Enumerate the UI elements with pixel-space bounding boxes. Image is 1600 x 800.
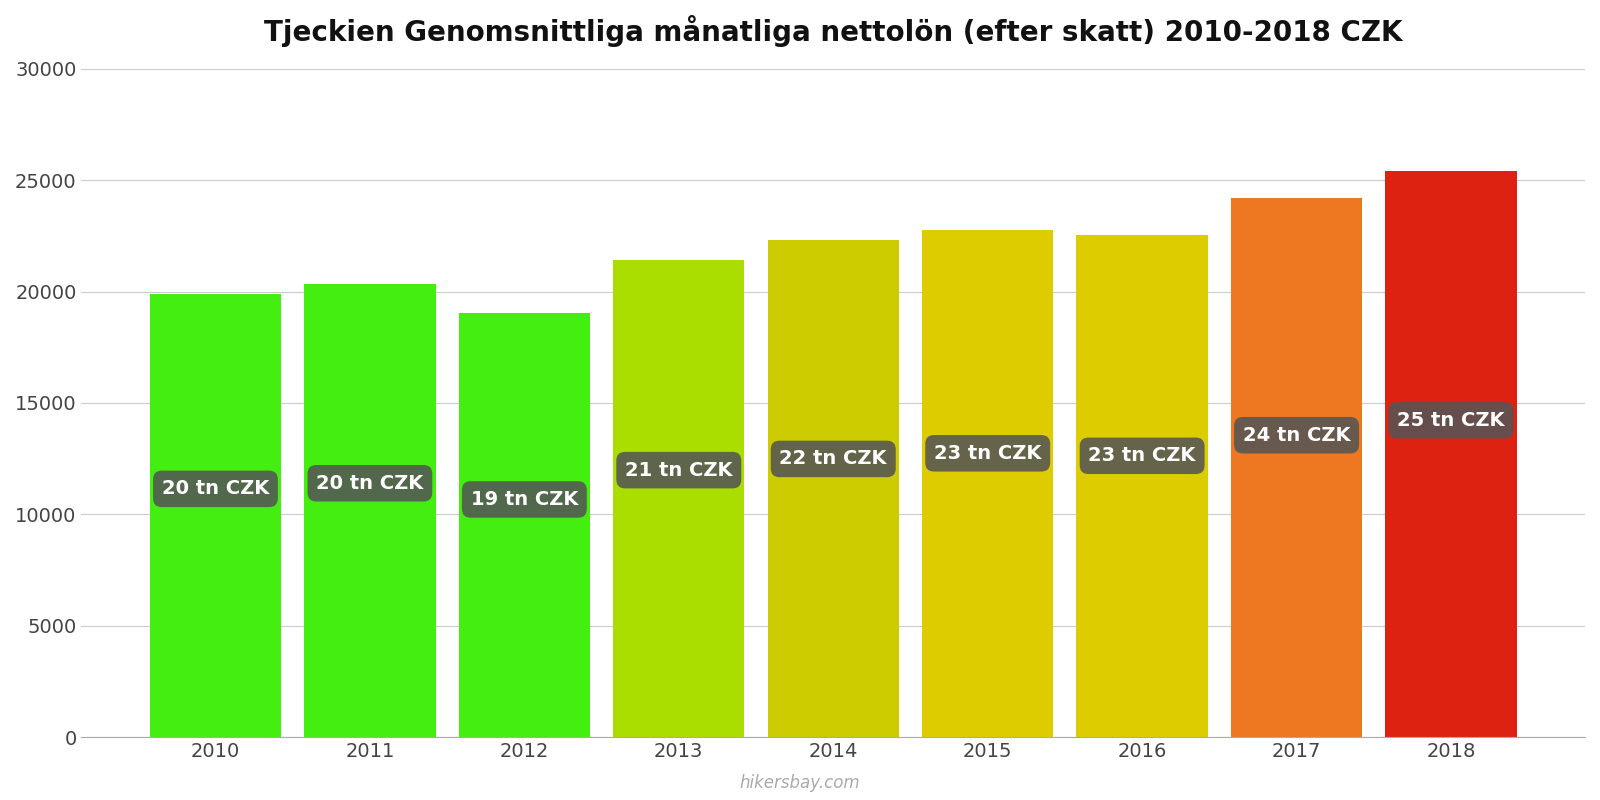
Text: 22 tn CZK: 22 tn CZK <box>779 450 886 469</box>
Bar <box>150 294 282 737</box>
Text: 23 tn CZK: 23 tn CZK <box>1088 446 1195 466</box>
Bar <box>459 313 590 737</box>
Bar <box>1386 171 1517 737</box>
Bar <box>613 260 744 737</box>
Text: 23 tn CZK: 23 tn CZK <box>934 444 1042 463</box>
Text: 20 tn CZK: 20 tn CZK <box>317 474 424 493</box>
Bar <box>768 240 899 737</box>
Text: 25 tn CZK: 25 tn CZK <box>1397 410 1504 430</box>
Text: hikersbay.com: hikersbay.com <box>739 774 861 792</box>
Text: 19 tn CZK: 19 tn CZK <box>470 490 578 509</box>
Bar <box>1230 198 1362 737</box>
Bar <box>922 230 1053 737</box>
Bar <box>304 284 435 737</box>
Text: 20 tn CZK: 20 tn CZK <box>162 479 269 498</box>
Text: 21 tn CZK: 21 tn CZK <box>626 461 733 480</box>
Text: 24 tn CZK: 24 tn CZK <box>1243 426 1350 445</box>
Bar <box>1077 234 1208 737</box>
Title: Tjeckien Genomsnittliga månatliga nettolön (efter skatt) 2010-2018 CZK: Tjeckien Genomsnittliga månatliga nettol… <box>264 15 1403 47</box>
